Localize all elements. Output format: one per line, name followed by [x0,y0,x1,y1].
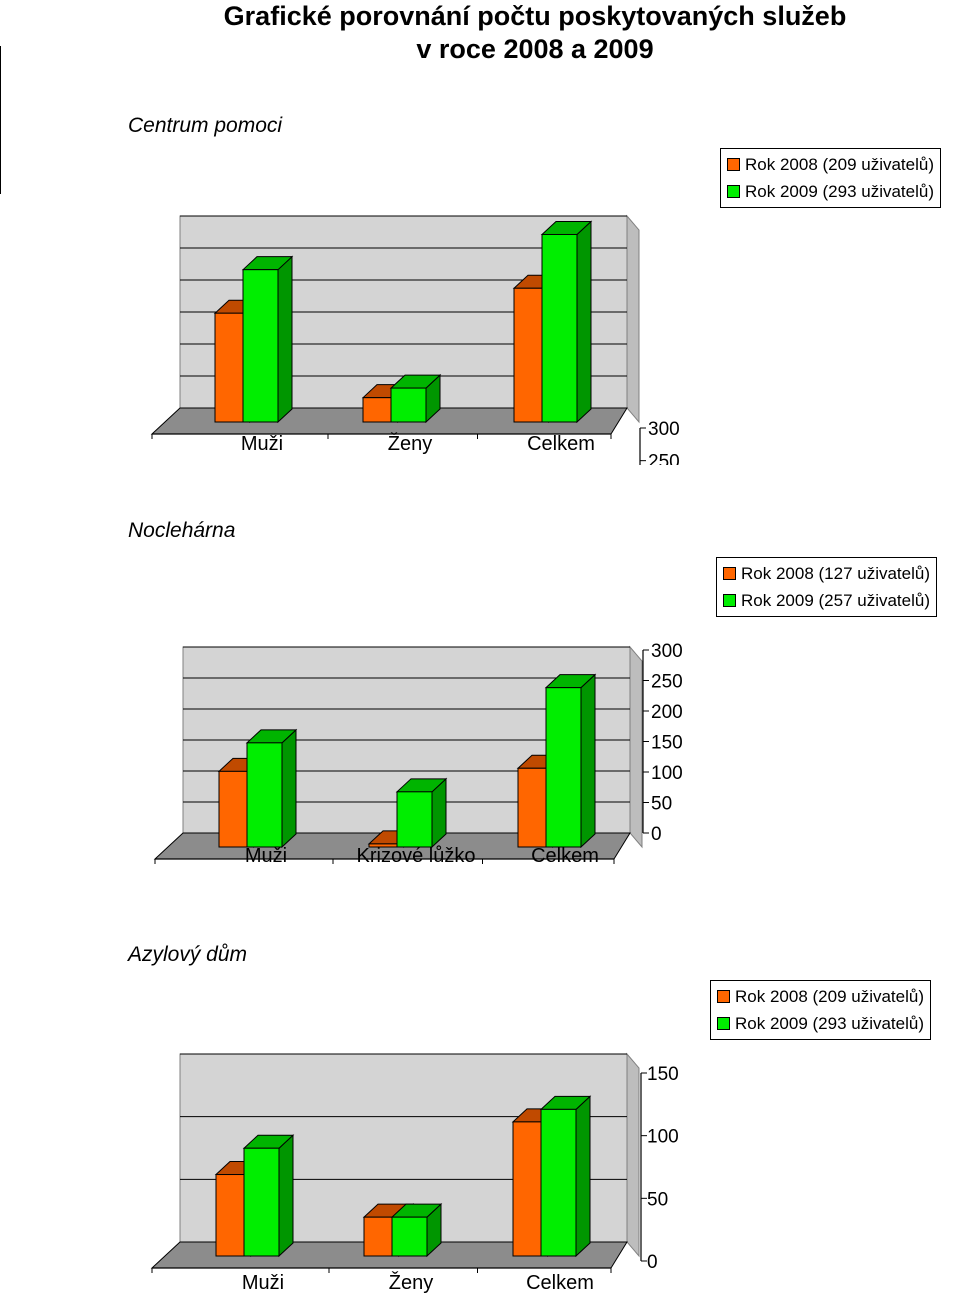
plot-side-wall [626,214,640,424]
legend-label-2008: Rok 2008 (209 uživatelů) [735,987,925,1006]
legend-item-2009: Rok 2009 (293 uživatelů) [717,1010,924,1037]
value-tick-label-0: 0 [647,1252,658,1273]
bar-krizove-luzko-2009 [395,777,448,849]
chart-3-legend: Rok 2008 (209 uživatelů) Rok 2009 (293 u… [710,980,932,1040]
value-tick-label-250: 250 [648,452,680,465]
value-tick-label-150: 150 [647,1064,679,1085]
legend-item-2008: Rok 2008 (127 uživatelů) [723,560,930,587]
category-label-muzi: Muži [245,845,287,867]
legend-label-2008: Rok 2008 (127 uživatelů) [741,564,931,583]
page-title-line-1: Grafické porovnání počtu poskytovaných s… [223,1,847,31]
legend-label-2008: Rok 2008 (209 uživatelů) [745,155,935,174]
legend-label-2009: Rok 2009 (257 uživatelů) [741,591,931,610]
legend-swatch-2009 [717,1017,730,1030]
bar-side-face [576,220,592,424]
bar-side-face [580,673,596,849]
bar-front-face [540,1108,577,1257]
bar-zeny-2009 [389,373,442,424]
bar-front-face [391,1216,428,1257]
legend-swatch-2008 [723,567,736,580]
category-label-krizove-luzko: Krizové lůžko [357,845,476,867]
chart-1-title: Centrum pomoci [128,114,283,137]
left-border-line [0,46,1,194]
category-label-zeny: Ženy [389,1271,433,1294]
bar-celkem-2009 [540,220,593,424]
category-label-celkem: Celkem [526,1272,594,1294]
legend-item-2009: Rok 2009 (257 uživatelů) [723,587,930,614]
bar-front-face [243,1147,280,1257]
legend-swatch-2009 [727,185,740,198]
plot-side-wall [626,1052,640,1258]
bar-zeny-2009 [390,1203,443,1258]
legend-swatch-2008 [717,990,730,1003]
bar-muzi-2009 [245,728,298,849]
value-tick-label-100: 100 [647,1127,679,1148]
chart-1-legend: Rok 2008 (209 uživatelů) Rok 2009 (293 u… [720,148,942,208]
category-label-muzi: Muži [241,433,283,455]
bar-muzi-2009 [242,1134,295,1258]
bar-front-face [390,387,427,423]
chart-2-legend: Rok 2008 (127 uživatelů) Rok 2009 (257 u… [716,557,938,617]
value-tick-label-0: 0 [651,824,662,845]
bar-side-face [277,255,293,424]
chart-2-plot: Muži Krizové lůžko Celkem 300 250 200 150 100 50… [153,641,683,867]
bar-side-face [278,1134,294,1258]
chart-1-plot: MužiŽenyCelkem300250200150100500 [150,214,680,465]
page-title: Grafické porovnání počtu poskytovaných s… [0,0,960,66]
value-tick-label-50: 50 [647,1189,668,1210]
bar-celkem-2009 [539,1095,592,1258]
bar-front-face [545,687,582,848]
bar-front-face [541,233,578,423]
chart-3-plot: Muži Ženy Celkem 150 100 50 0 [150,1052,679,1294]
value-tick-label-250: 250 [651,672,683,693]
bar-celkem-2009 [544,673,597,849]
legend-swatch-2008 [727,158,740,171]
value-tick-label-50: 50 [651,794,672,815]
bar-side-face [281,728,297,849]
value-tick-label-200: 200 [651,702,683,723]
category-label-muzi: Muži [242,1272,284,1294]
chart-2-title: Noclehárna [128,519,236,542]
legend-label-2009: Rok 2009 (293 uživatelů) [735,1014,925,1033]
category-label-celkem: Celkem [527,433,595,455]
category-label-celkem: Celkem [531,845,599,867]
value-tick-label-300: 300 [648,419,680,440]
value-tick-label-300: 300 [651,641,683,662]
legend-item-2009: Rok 2009 (293 uživatelů) [727,178,934,205]
bar-side-face [575,1095,591,1258]
legend-swatch-2009 [723,594,736,607]
legend-item-2008: Rok 2008 (209 uživatelů) [717,983,924,1010]
category-label-zeny: Ženy [388,432,432,455]
value-tick-label-150: 150 [651,733,683,754]
bar-front-face [246,742,283,848]
plot-side-wall [629,645,643,849]
legend-label-2009: Rok 2009 (293 uživatelů) [745,182,935,201]
legend-item-2008: Rok 2008 (209 uživatelů) [727,151,934,178]
bar-front-face [396,791,433,848]
chart-3-title: Azylový dům [128,943,248,966]
value-tick-label-100: 100 [651,763,683,784]
page-title-line-2: v roce 2008 a 2009 [416,34,654,64]
bar-muzi-2009 [241,255,294,424]
bar-front-face [242,269,279,423]
